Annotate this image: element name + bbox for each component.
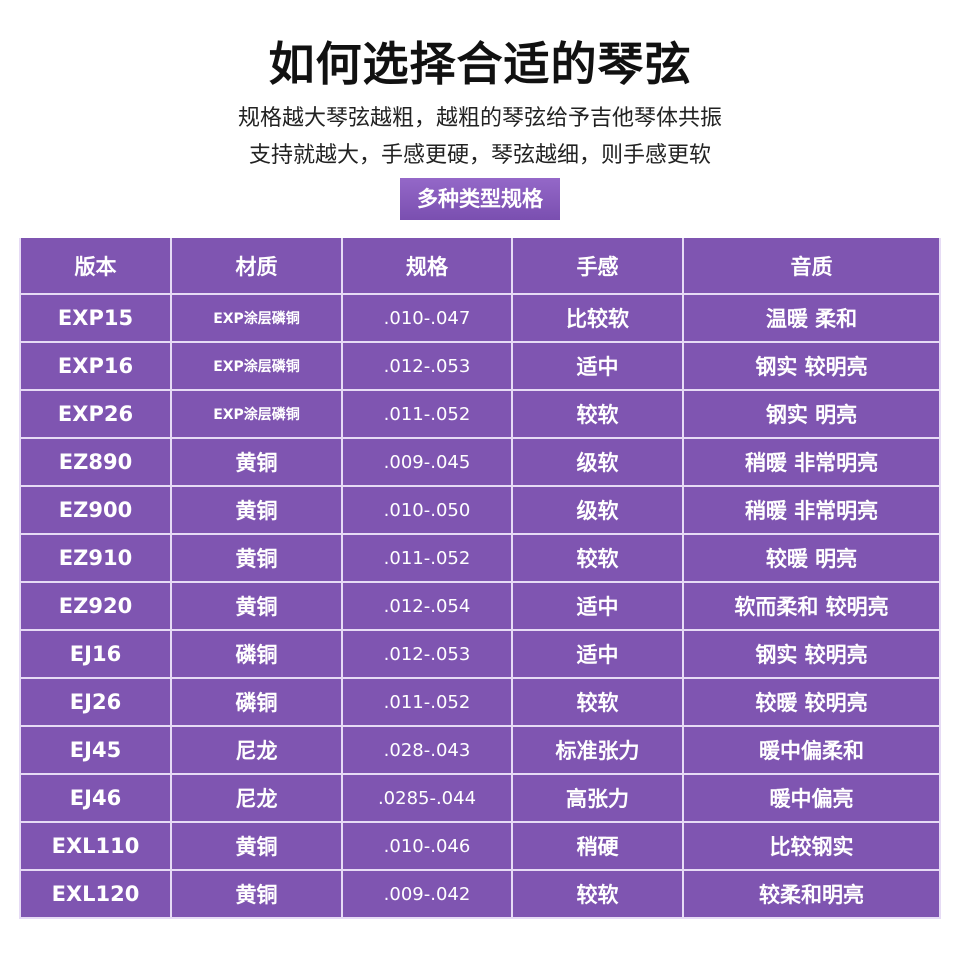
- table-row: EJ46 尼龙 .0285-.044 高张力 暖中偏亮: [19, 773, 941, 823]
- page-title: 如何选择合适的琴弦: [268, 37, 692, 91]
- cell-material: 磷铜: [170, 629, 343, 679]
- cell-feel: 较软: [511, 389, 684, 439]
- table-row: EJ16 磷铜 .012-.053 适中 钢实 较明亮: [19, 629, 941, 679]
- cell-version: EZ900: [19, 485, 172, 535]
- cell-feel: 适中: [511, 341, 684, 391]
- cell-feel: 高张力: [511, 773, 684, 823]
- table-row: EZ910 黄铜 .011-.052 较软 较暖 明亮: [19, 533, 941, 583]
- header-feel: 手感: [511, 238, 684, 295]
- cell-gauge: .010-.047: [341, 293, 513, 343]
- table-row: EXL110 黄铜 .010-.046 稍硬 比较钢实: [19, 821, 941, 871]
- cell-gauge: .012-.054: [341, 581, 513, 631]
- cell-tone: 钢实 较明亮: [682, 629, 941, 679]
- cell-gauge: .009-.045: [341, 437, 513, 487]
- cell-material: 黄铜: [170, 821, 343, 871]
- cell-material: EXP涂层磷铜: [170, 389, 343, 439]
- cell-gauge: .0285-.044: [341, 773, 513, 823]
- table-row: EXL120 黄铜 .009-.042 较软 较柔和明亮: [19, 869, 941, 919]
- cell-feel: 较软: [511, 869, 684, 919]
- cell-gauge: .010-.046: [341, 821, 513, 871]
- cell-version: EZ910: [19, 533, 172, 583]
- cell-version: EXP26: [19, 389, 172, 439]
- header-version: 版本: [19, 238, 172, 295]
- cell-tone: 钢实 明亮: [682, 389, 941, 439]
- cell-feel: 级软: [511, 437, 684, 487]
- header-gauge: 规格: [341, 238, 513, 295]
- cell-feel: 标准张力: [511, 725, 684, 775]
- subtitle-line-1: 规格越大琴弦越粗，越粗的琴弦给予吉他琴体共振: [237, 106, 722, 131]
- section-badge: 多种类型规格: [400, 178, 560, 220]
- cell-tone: 较柔和明亮: [682, 869, 941, 919]
- cell-version: EJ26: [19, 677, 172, 727]
- cell-gauge: .010-.050: [341, 485, 513, 535]
- cell-tone: 软而柔和 较明亮: [682, 581, 941, 631]
- table-row: EZ900 黄铜 .010-.050 级软 稍暖 非常明亮: [19, 485, 941, 535]
- cell-gauge: .011-.052: [341, 677, 513, 727]
- cell-tone: 较暖 较明亮: [682, 677, 941, 727]
- cell-material: 黄铜: [170, 533, 343, 583]
- header-tone: 音质: [682, 238, 941, 295]
- header-material: 材质: [170, 238, 343, 295]
- cell-feel: 较软: [511, 533, 684, 583]
- table-row: EZ920 黄铜 .012-.054 适中 软而柔和 较明亮: [19, 581, 941, 631]
- cell-tone: 稍暖 非常明亮: [682, 437, 941, 487]
- cell-tone: 暖中偏柔和: [682, 725, 941, 775]
- cell-version: EJ45: [19, 725, 172, 775]
- cell-tone: 暖中偏亮: [682, 773, 941, 823]
- cell-version: EXP15: [19, 293, 172, 343]
- cell-material: 磷铜: [170, 677, 343, 727]
- subtitle-line-2: 支持就越大，手感更硬，琴弦越细，则手感更软: [248, 143, 711, 168]
- table-row: EXP26 EXP涂层磷铜 .011-.052 较软 钢实 明亮: [19, 389, 941, 439]
- table-row: EXP15 EXP涂层磷铜 .010-.047 比较软 温暖 柔和: [19, 293, 941, 343]
- cell-material: 黄铜: [170, 437, 343, 487]
- cell-material: EXP涂层磷铜: [170, 341, 343, 391]
- cell-material: 尼龙: [170, 773, 343, 823]
- cell-gauge: .012-.053: [341, 629, 513, 679]
- cell-version: EJ16: [19, 629, 172, 679]
- cell-feel: 比较软: [511, 293, 684, 343]
- cell-tone: 稍暖 非常明亮: [682, 485, 941, 535]
- cell-feel: 适中: [511, 629, 684, 679]
- string-spec-table: 版本 材质 规格 手感 音质 EXP15 EXP涂层磷铜 .010-.047 比较软温…: [19, 238, 941, 919]
- cell-version: EZ890: [19, 437, 172, 487]
- cell-material: EXP涂层磷铜: [170, 293, 343, 343]
- cell-gauge: .011-.052: [341, 533, 513, 583]
- table-row: EJ45 尼龙 .028-.043 标准张力 暖中偏柔和: [19, 725, 941, 775]
- cell-material: 黄铜: [170, 581, 343, 631]
- cell-version: EXP16: [19, 341, 172, 391]
- cell-feel: 适中: [511, 581, 684, 631]
- cell-feel: 较软: [511, 677, 684, 727]
- cell-version: EXL110: [19, 821, 172, 871]
- cell-tone: 温暖 柔和: [682, 293, 941, 343]
- cell-tone: 钢实 较明亮: [682, 341, 941, 391]
- table-row: EJ26 磷铜 .011-.052 较软 较暖 较明亮: [19, 677, 941, 727]
- cell-gauge: .012-.053: [341, 341, 513, 391]
- cell-version: EXL120: [19, 869, 172, 919]
- cell-gauge: .011-.052: [341, 389, 513, 439]
- cell-gauge: .009-.042: [341, 869, 513, 919]
- cell-feel: 级软: [511, 485, 684, 535]
- cell-material: 黄铜: [170, 485, 343, 535]
- cell-gauge: .028-.043: [341, 725, 513, 775]
- cell-tone: 比较钢实: [682, 821, 941, 871]
- cell-material: 黄铜: [170, 869, 343, 919]
- cell-feel: 稍硬: [511, 821, 684, 871]
- table-header-row: 版本 材质 规格 手感 音质: [19, 238, 941, 295]
- cell-material: 尼龙: [170, 725, 343, 775]
- cell-version: EZ920: [19, 581, 172, 631]
- cell-version: EJ46: [19, 773, 172, 823]
- cell-tone: 较暖 明亮: [682, 533, 941, 583]
- table-row: EZ890 黄铜 .009-.045 级软 稍暖 非常明亮: [19, 437, 941, 487]
- table-row: EXP16 EXP涂层磷铜 .012-.053 适中 钢实 较明亮: [19, 341, 941, 391]
